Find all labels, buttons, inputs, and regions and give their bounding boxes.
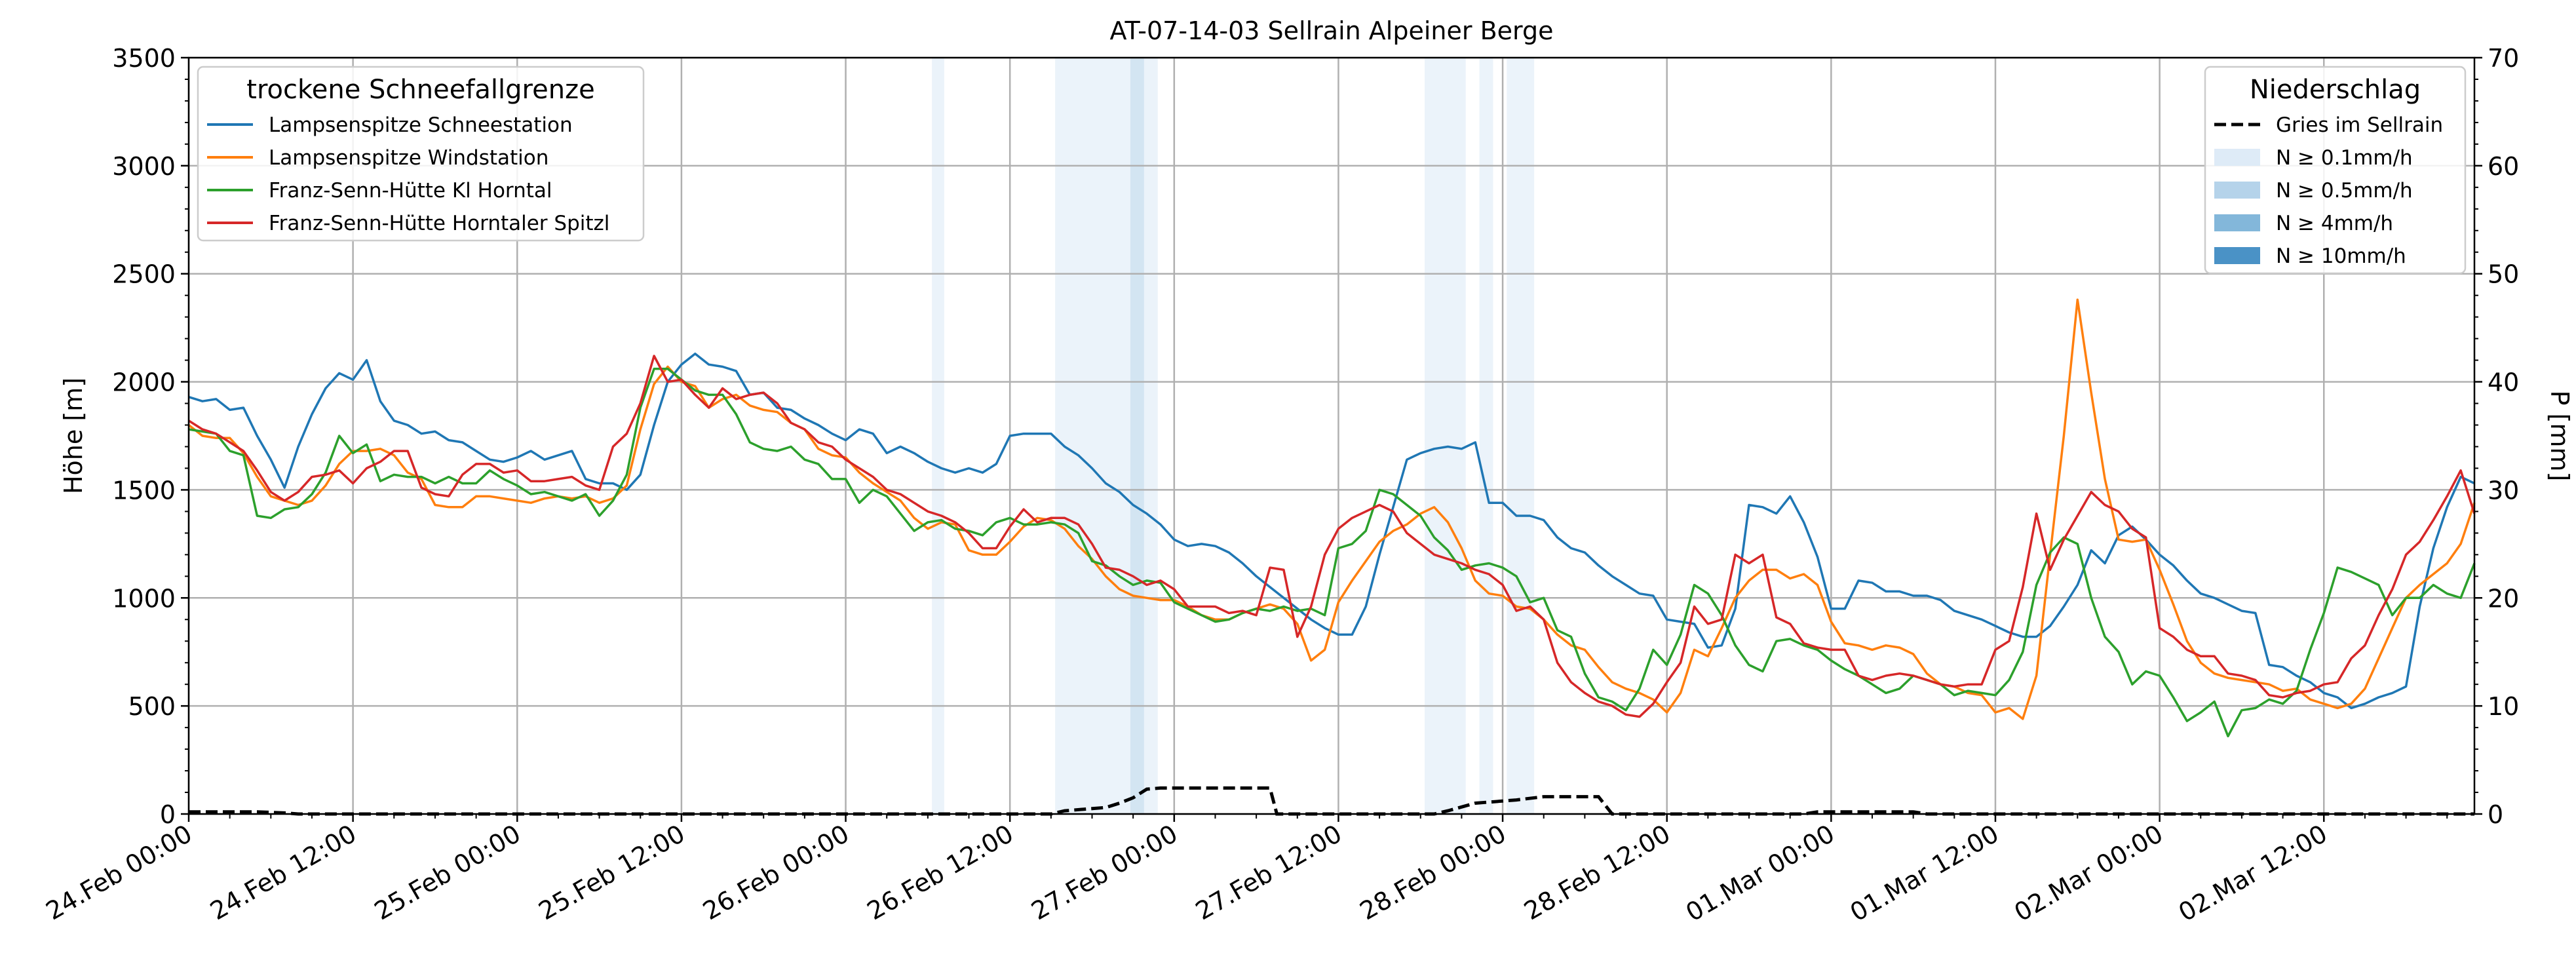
series-lines	[187, 298, 2476, 738]
y-tick-label: 0	[160, 800, 176, 829]
legend-label-3: Franz-Senn-Hütte Kl Horntal	[269, 179, 552, 203]
plot-frame	[187, 56, 2476, 815]
legend-precip-swatch-2	[2214, 149, 2260, 166]
chart-title: AT-07-14-03 Sellrain Alpeiner Berge	[1110, 16, 1554, 45]
y-axis-label: Höhe [m]	[59, 378, 88, 494]
legend-snowline-title: trockene Schneefallgrenze	[246, 75, 594, 105]
y-tick-label: 1500	[112, 476, 176, 505]
precip-band	[1144, 58, 1158, 814]
legend-precip-box	[2204, 66, 2467, 275]
legend-snowline: trockene Schneefallgrenze Lampsenspitze S…	[197, 66, 645, 242]
legend-precip-label-2: N ≥ 0.1mm/h	[2276, 146, 2413, 170]
y2-tick-label: 30	[2488, 476, 2519, 505]
legend-precip-label-4: N ≥ 4mm/h	[2276, 212, 2393, 235]
legend-precip-swatch-3	[2214, 182, 2260, 199]
precip-bands	[932, 58, 1535, 814]
precip-band	[1479, 58, 1493, 814]
y-tick-label: 3500	[112, 44, 176, 73]
y-tick-label: 500	[128, 692, 176, 721]
legend-precip-label-5: N ≥ 10mm/h	[2276, 244, 2406, 268]
y2-tick-label: 40	[2488, 368, 2519, 397]
y2-tick-label: 60	[2488, 152, 2519, 181]
y2-tick-label: 70	[2488, 44, 2519, 73]
series-line-2	[187, 298, 2476, 720]
y-tick-label: 2000	[112, 368, 176, 397]
precip-band	[1425, 58, 1466, 814]
precip-lines	[189, 786, 2474, 816]
y2-tick-label: 0	[2488, 800, 2503, 829]
legend-precip-label-1: Gries im Sellrain	[2276, 113, 2443, 137]
y2-tick-label: 50	[2488, 260, 2519, 289]
series-line-1	[188, 352, 2475, 710]
legend-label-2: Lampsenspitze Windstation	[269, 146, 548, 170]
y2-tick-label: 20	[2488, 584, 2519, 613]
y2-tick-label: 10	[2488, 692, 2519, 721]
legend-snowline-box	[197, 66, 645, 242]
legend-precipitation: Niederschlag Gries im Sellrain N ≥ 0.1mm/h…	[2204, 66, 2467, 275]
legend-precip-label-3: N ≥ 0.5mm/h	[2276, 179, 2413, 203]
legend-precip-swatch-4	[2214, 214, 2260, 231]
legend-precip-title: Niederschlag	[2250, 75, 2421, 105]
precip-band	[1507, 58, 1535, 814]
y2-axis-label: P [mm]	[2545, 391, 2574, 482]
y-tick-label: 3000	[112, 152, 176, 181]
y-tick-label: 2500	[112, 260, 176, 289]
precip-line-gries	[189, 786, 2474, 816]
series-line-3	[188, 368, 2476, 738]
precip-band	[1055, 58, 1130, 814]
legend-label-1: Lampsenspitze Schneestation	[269, 113, 573, 137]
legend-precip-swatch-5	[2214, 247, 2260, 264]
precip-band	[932, 58, 944, 814]
series-line-4	[188, 355, 2476, 718]
y-tick-label: 1000	[112, 584, 176, 613]
precip-band	[1130, 58, 1144, 814]
legend-label-4: Franz-Senn-Hütte Horntaler Spitzl	[269, 212, 609, 235]
